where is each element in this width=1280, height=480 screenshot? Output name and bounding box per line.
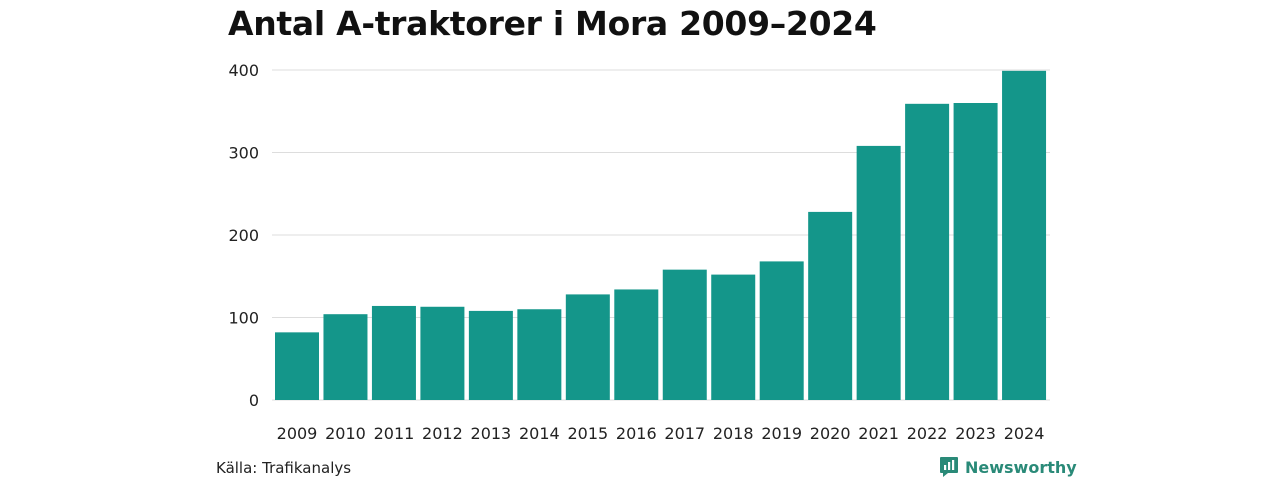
- chart-title: Antal A-traktorer i Mora 2009–2024: [228, 4, 877, 43]
- y-tick-label: 200: [228, 226, 259, 245]
- x-tick-label: 2012: [422, 424, 463, 443]
- bar-2018: [711, 274, 756, 400]
- bar-2023: [953, 103, 998, 400]
- x-tick-label: 2009: [277, 424, 318, 443]
- x-tick-label: 2024: [1004, 424, 1045, 443]
- bar-2011: [371, 305, 416, 400]
- bar-2024: [1002, 70, 1047, 400]
- y-axis-ticks: 0 100 200 300 400: [228, 61, 259, 410]
- bar-2017: [662, 269, 707, 400]
- x-tick-label: 2010: [325, 424, 366, 443]
- x-tick-label: 2021: [858, 424, 899, 443]
- x-tick-label: 2022: [907, 424, 948, 443]
- x-tick-label: 2020: [810, 424, 851, 443]
- bars: [275, 70, 1047, 400]
- source-note: Källa: Trafikanalys: [216, 459, 352, 477]
- bar-2020: [808, 211, 853, 400]
- x-tick-label: 2016: [616, 424, 657, 443]
- bar-2012: [420, 306, 465, 400]
- x-tick-label: 2018: [713, 424, 754, 443]
- bar-2016: [614, 289, 659, 400]
- y-tick-label: 400: [228, 61, 259, 80]
- x-tick-label: 2015: [567, 424, 608, 443]
- bar-2022: [905, 103, 950, 400]
- bar-2010: [323, 314, 368, 400]
- newsworthy-logo-icon: [940, 457, 958, 477]
- x-tick-label: 2014: [519, 424, 560, 443]
- x-tick-label: 2013: [471, 424, 512, 443]
- bar-2009: [275, 332, 319, 400]
- x-tick-label: 2017: [664, 424, 705, 443]
- x-tick-label: 2019: [761, 424, 802, 443]
- brand-name: Newsworthy: [965, 457, 1077, 477]
- bar-2021: [856, 145, 901, 400]
- x-axis-ticks: 2009 2010 2011 2012 2013 2014 2015 2016 2017 2018…: [277, 424, 1045, 443]
- brand-logo: Newsworthy: [939, 456, 1077, 478]
- y-tick-label: 300: [228, 144, 259, 163]
- bar-2019: [759, 261, 804, 400]
- bar-2014: [517, 309, 562, 400]
- bar-2015: [565, 294, 610, 400]
- bar-2013: [468, 310, 513, 400]
- x-tick-label: 2023: [955, 424, 996, 443]
- x-tick-label: 2011: [374, 424, 415, 443]
- y-tick-label: 0: [249, 391, 259, 410]
- y-tick-label: 100: [228, 309, 259, 328]
